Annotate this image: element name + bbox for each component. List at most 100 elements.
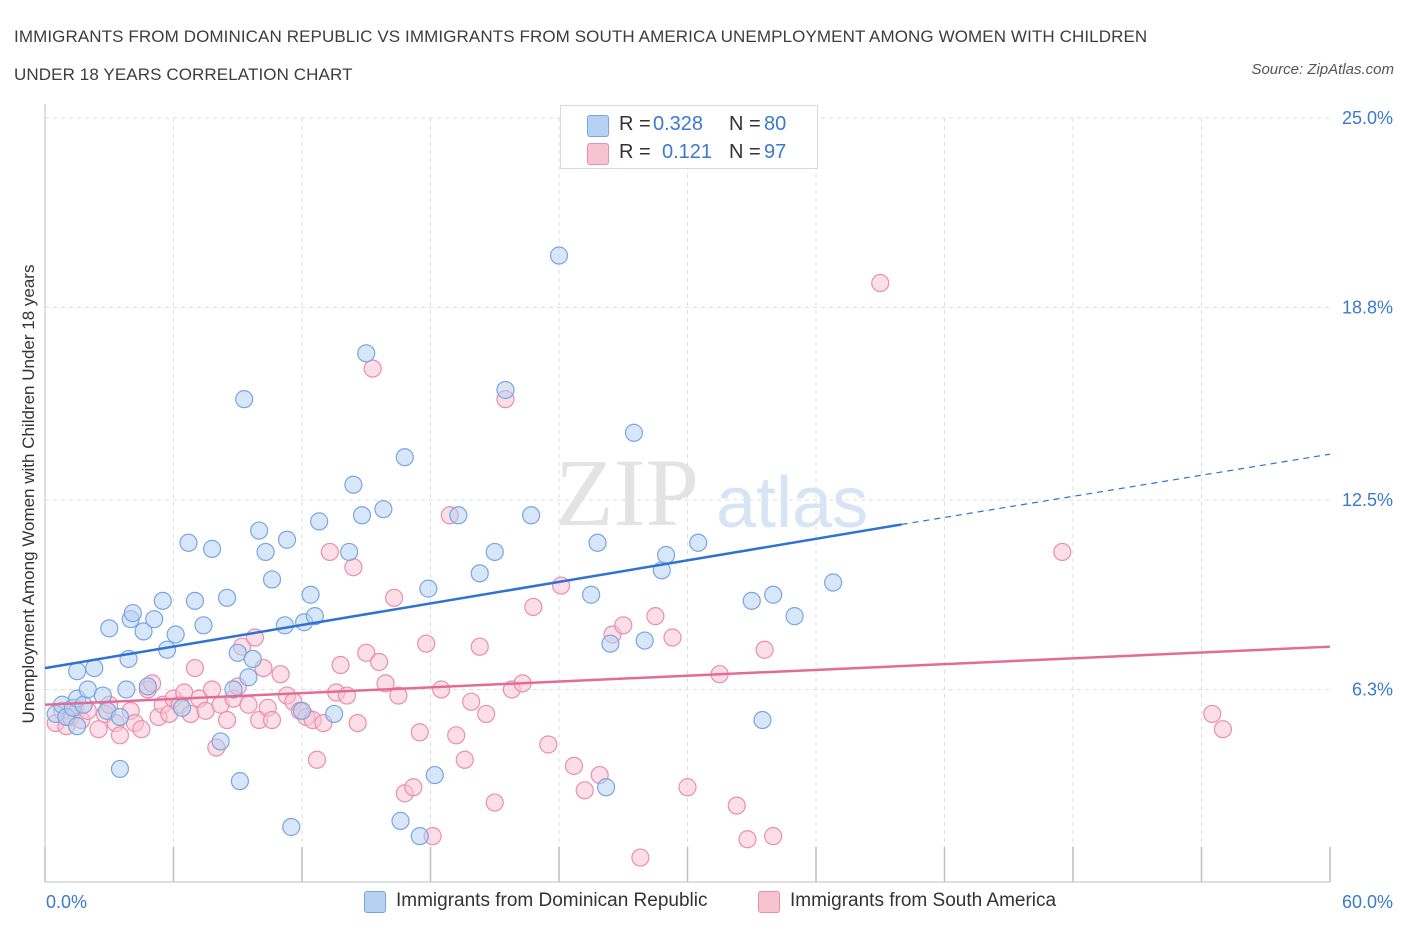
legend-swatch-blue: [364, 891, 386, 913]
data-point-dominican: [230, 772, 249, 791]
data-point-dominican: [153, 591, 172, 610]
data-point-south-america: [455, 750, 474, 769]
data-point-dominican: [74, 695, 93, 714]
data-point-dominican: [753, 710, 772, 730]
y-axis-label: Unemployment Among Women with Children U…: [19, 265, 38, 724]
legend-n-value: 97: [764, 141, 787, 163]
data-point-south-america: [755, 640, 774, 659]
data-point-dominican: [185, 591, 205, 610]
data-point-dominican: [601, 634, 620, 653]
legend-swatch-pink: [587, 143, 609, 165]
data-point-south-america: [1053, 542, 1072, 562]
data-point-south-america: [217, 710, 237, 730]
chart-source: Source: ZipAtlas.com: [1251, 61, 1394, 78]
data-point-dominican: [224, 680, 243, 699]
data-point-south-america: [871, 273, 890, 293]
data-point-south-america: [320, 542, 339, 562]
data-point-south-america: [663, 628, 682, 647]
legend-r-label: R =: [619, 113, 651, 135]
data-point-dominican: [211, 732, 230, 751]
data-point-south-america: [89, 720, 108, 739]
data-point-dominican: [68, 662, 87, 681]
correlation-legend: R = 0.328 N = 80 R = 0.121 N = 97: [560, 105, 818, 169]
data-point-south-america: [1213, 720, 1233, 739]
data-point-dominican: [344, 475, 363, 494]
data-point-dominican: [123, 603, 142, 623]
trend-line-dominican: [44, 523, 902, 670]
data-point-south-america: [384, 588, 404, 607]
data-point-dominican: [179, 533, 198, 552]
legend-n-value: 80: [764, 113, 787, 135]
y-tick-label: 6.3%: [1352, 679, 1393, 699]
data-point-south-america: [678, 778, 697, 797]
data-point-dominican: [597, 778, 616, 797]
data-point-dominican: [172, 698, 192, 717]
data-point-dominican: [217, 588, 237, 607]
data-point-south-america: [132, 720, 151, 739]
data-point-dominican: [262, 570, 282, 589]
axes: [44, 104, 1331, 883]
data-point-dominican: [449, 506, 468, 525]
data-point-dominican: [145, 610, 164, 629]
data-point-south-america: [239, 695, 258, 714]
data-point-south-america: [331, 655, 350, 675]
data-point-south-america: [485, 793, 504, 812]
data-point-dominican: [419, 579, 438, 598]
data-point-south-america: [432, 680, 451, 699]
data-point-south-america: [727, 796, 746, 815]
data-point-dominican: [166, 625, 185, 644]
data-point-south-america: [524, 597, 543, 617]
data-point-dominican: [624, 423, 644, 442]
data-point-dominican: [689, 533, 708, 552]
data-point-dominican: [470, 564, 489, 583]
legend-label: Immigrants from South America: [790, 890, 1057, 911]
data-point-dominican: [85, 658, 104, 678]
data-point-south-america: [202, 680, 222, 699]
data-point-dominican: [235, 390, 254, 409]
data-point-dominican: [202, 539, 222, 558]
x-tick-label: 0.0%: [46, 892, 87, 912]
data-point-dominican: [282, 817, 301, 837]
data-point-south-america: [110, 726, 130, 745]
data-point-dominican: [485, 542, 504, 562]
data-point-dominican: [340, 542, 359, 562]
data-point-south-america: [389, 686, 408, 705]
tick-labels: 6.3% 12.5% 18.8% 25.0% 0.0% 60.0%: [46, 108, 1393, 912]
data-points: [46, 246, 1233, 867]
data-point-dominican: [374, 500, 393, 519]
data-point-dominican: [243, 649, 262, 669]
watermark-atlas: atlas: [716, 463, 868, 543]
data-point-dominican: [301, 585, 320, 604]
data-point-south-america: [477, 704, 496, 724]
x-tick-label: 60.0%: [1342, 892, 1393, 912]
data-point-south-america: [348, 713, 367, 733]
data-point-dominican: [742, 591, 761, 610]
data-point-south-america: [575, 781, 594, 800]
data-point-south-america: [417, 634, 436, 653]
data-point-dominican: [357, 344, 376, 363]
legend-row-south-america: R = 0.121 N = 97: [561, 139, 817, 165]
trend-line-south-america: [44, 645, 1331, 707]
data-point-dominican: [496, 380, 515, 400]
data-point-dominican: [824, 573, 843, 592]
data-point-south-america: [614, 616, 633, 635]
trend-lines: [44, 453, 1331, 707]
data-point-south-america: [404, 778, 423, 797]
data-point-dominican: [275, 616, 294, 635]
chart-title: IMMIGRANTS FROM DOMINICAN REPUBLIC VS IM…: [14, 27, 1148, 84]
data-point-south-america: [539, 735, 558, 754]
data-point-south-america: [307, 750, 327, 769]
data-point-south-america: [363, 359, 382, 378]
data-point-south-america: [462, 692, 481, 711]
trend-line-dominican-extension: [901, 453, 1331, 526]
data-point-south-america: [262, 710, 282, 730]
data-point-dominican: [310, 512, 329, 531]
data-point-dominican: [194, 616, 213, 635]
data-point-south-america: [738, 830, 757, 849]
data-point-south-america: [447, 726, 466, 745]
data-point-dominican: [522, 506, 541, 525]
legend-n-label: N =: [729, 141, 761, 163]
y-tick-label: 18.8%: [1342, 297, 1393, 317]
data-point-south-america: [271, 665, 290, 684]
